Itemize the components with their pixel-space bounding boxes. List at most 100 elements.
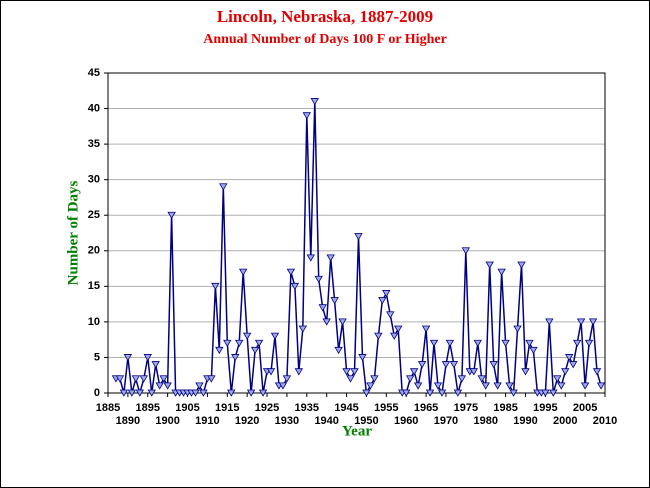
data-marker <box>159 375 168 383</box>
x-tick-label: 1970 <box>434 415 458 427</box>
data-marker <box>306 254 315 262</box>
y-tick-label: 20 <box>88 245 100 257</box>
x-tick-label: 1990 <box>513 415 537 427</box>
data-marker <box>429 339 439 348</box>
data-marker <box>405 375 415 383</box>
data-marker <box>588 318 598 326</box>
data-marker <box>568 361 578 369</box>
x-tick-label: 2010 <box>593 415 617 427</box>
data-marker <box>123 354 133 362</box>
data-marker <box>394 325 403 333</box>
data-marker <box>485 261 494 269</box>
data-marker <box>580 382 590 390</box>
x-tick-label: 1925 <box>255 402 279 414</box>
data-marker <box>310 98 319 106</box>
data-marker <box>294 368 304 376</box>
data-marker <box>541 389 550 397</box>
data-marker <box>191 389 200 397</box>
data-marker <box>302 112 311 120</box>
data-marker <box>461 247 471 255</box>
data-marker <box>521 368 530 376</box>
data-marker <box>219 183 228 191</box>
data-marker <box>115 375 125 383</box>
data-marker <box>242 332 252 340</box>
data-marker <box>231 354 240 362</box>
data-marker <box>493 382 502 390</box>
x-tick-label: 1945 <box>334 402 358 414</box>
data-marker <box>433 382 443 390</box>
data-marker <box>318 304 327 312</box>
x-tick-label: 1975 <box>454 402 478 414</box>
x-tick-label: 1920 <box>235 415 259 427</box>
data-marker <box>215 346 224 355</box>
data-marker <box>501 339 510 348</box>
data-marker <box>561 368 570 376</box>
data-marker <box>489 361 498 369</box>
data-marker <box>565 354 574 362</box>
data-marker <box>155 382 164 390</box>
x-tick-label: 1885 <box>96 402 120 414</box>
data-marker <box>592 368 602 376</box>
x-tick-label: 1900 <box>155 415 179 427</box>
y-axis-label: Number of Days <box>65 180 81 285</box>
data-marker <box>330 297 339 305</box>
y-tick-label: 45 <box>88 67 100 79</box>
data-marker <box>147 389 156 397</box>
y-tick-label: 5 <box>94 351 100 363</box>
x-tick-label: 1930 <box>275 415 299 427</box>
x-tick-label: 1960 <box>394 415 418 427</box>
data-marker <box>211 282 220 291</box>
plot-frame <box>107 72 606 394</box>
data-marker <box>421 325 431 333</box>
data-marker <box>227 389 236 397</box>
data-marker <box>445 339 455 348</box>
data-marker <box>481 382 490 390</box>
data-marker <box>167 211 176 220</box>
data-marker <box>370 375 379 383</box>
data-marker <box>517 261 526 269</box>
x-axis-label: Year <box>342 423 372 439</box>
data-marker <box>425 389 435 397</box>
x-tick-label: 1995 <box>533 402 557 414</box>
data-marker <box>409 368 419 376</box>
data-marker <box>378 297 387 305</box>
data-marker <box>457 375 467 383</box>
data-marker <box>413 382 423 390</box>
y-tick-label: 40 <box>88 102 100 114</box>
data-marker <box>386 311 395 319</box>
y-tick-label: 10 <box>88 316 100 328</box>
data-marker <box>402 389 411 397</box>
data-marker <box>346 375 355 383</box>
data-marker <box>549 389 558 397</box>
data-marker <box>469 368 478 376</box>
y-tick-label: 35 <box>88 138 100 150</box>
data-marker <box>437 389 447 397</box>
data-marker <box>246 389 256 397</box>
data-marker <box>334 346 343 355</box>
data-marker <box>119 389 129 397</box>
data-marker <box>151 361 160 369</box>
data-marker <box>441 361 451 369</box>
x-tick-label: 1890 <box>116 415 140 427</box>
data-marker <box>139 375 148 383</box>
data-marker <box>250 346 260 355</box>
data-marker <box>282 375 292 383</box>
x-tick-label: 1980 <box>473 415 497 427</box>
data-marker <box>509 389 518 397</box>
data-marker <box>557 382 566 390</box>
data-marker <box>505 382 514 390</box>
data-marker <box>199 389 208 397</box>
data-marker <box>596 382 606 390</box>
data-marker <box>266 368 276 376</box>
y-tick-label: 30 <box>88 174 100 186</box>
x-tick-label: 1940 <box>314 415 338 427</box>
data-marker <box>286 268 296 276</box>
data-marker <box>342 368 351 376</box>
x-tick-label: 1985 <box>493 402 517 414</box>
data-marker <box>238 268 248 276</box>
data-marker <box>374 332 383 340</box>
data-marker <box>207 375 216 383</box>
data-marker <box>254 339 264 348</box>
data-marker <box>525 339 534 348</box>
